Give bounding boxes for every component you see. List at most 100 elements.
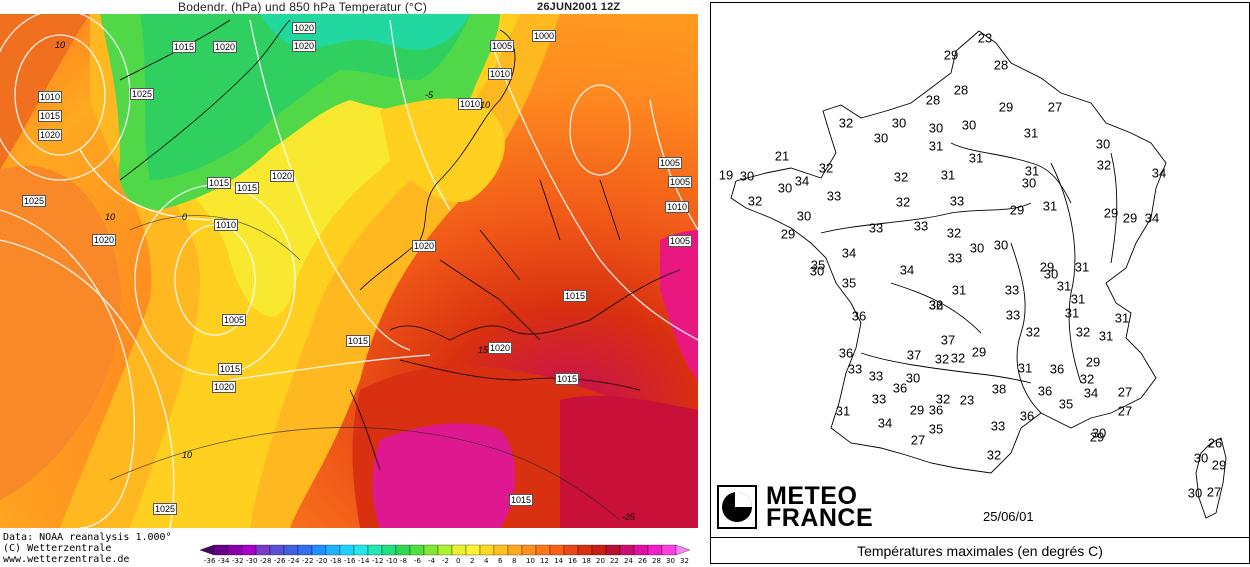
colorbar-swatch xyxy=(255,544,271,556)
station-temperature: 33 xyxy=(1005,307,1021,323)
isobar-label: 1015 xyxy=(235,182,260,194)
station-temperature: 30 xyxy=(1187,485,1203,501)
station-temperature: 32 xyxy=(1079,371,1095,387)
colorbar-swatch xyxy=(675,544,691,556)
isotherm-label: 10 xyxy=(105,212,116,222)
station-temperature: 30 xyxy=(777,180,793,196)
station-temperature: 31 xyxy=(1114,310,1130,326)
colorbar-tick-label: 6 xyxy=(498,557,503,565)
isobar-label: 1010 xyxy=(665,201,690,213)
station-temperature: 31 xyxy=(928,138,944,154)
isobar-label: 1015 xyxy=(218,363,243,375)
isotherm-label: -5 xyxy=(425,90,434,100)
station-temperature: 33 xyxy=(949,193,965,209)
colorbar-swatch xyxy=(507,544,523,556)
station-temperature: 30 xyxy=(809,263,825,279)
meteo-france-wordmark: METEO FRANCE xyxy=(766,484,873,531)
station-temperature: 30 xyxy=(1043,266,1059,282)
station-temperature: 34 xyxy=(1083,385,1099,401)
colorbar-swatch xyxy=(577,544,593,556)
station-temperature: 33 xyxy=(947,250,963,266)
map-caption: Températures maximales (en degrés C) xyxy=(711,537,1249,564)
colorbar-swatch xyxy=(227,544,243,556)
station-temperature: 34 xyxy=(1151,165,1167,181)
station-temperature: 34 xyxy=(841,245,857,261)
station-temperature: 26 xyxy=(1207,435,1223,451)
station-temperature: 30 xyxy=(1095,136,1111,152)
colorbar-swatch xyxy=(213,544,229,556)
station-temperature: 30 xyxy=(1021,175,1037,191)
isotherm-label: 10 xyxy=(480,100,491,110)
station-temperature: 33 xyxy=(826,188,842,204)
isobar-label: 1020 xyxy=(212,381,237,393)
isobar-label: 1005 xyxy=(658,157,683,169)
colorbar-tick-label: 24 xyxy=(624,557,633,565)
station-temperature: 31 xyxy=(1098,328,1114,344)
station-temperature: 32 xyxy=(950,350,966,366)
station-temperature: 36 xyxy=(838,345,854,361)
colorbar-swatch xyxy=(325,544,341,556)
station-temperature: 27 xyxy=(1206,484,1222,500)
station-temperature: 28 xyxy=(925,92,941,108)
station-temperature: 32 xyxy=(818,160,834,176)
station-temperature: 35 xyxy=(1058,396,1074,412)
colorbar-swatch xyxy=(241,544,257,556)
station-temperature: 32 xyxy=(1075,324,1091,340)
station-temperature: 30 xyxy=(873,130,889,146)
isobar-label: 1010 xyxy=(458,98,483,110)
colorbar-tick-label: -6 xyxy=(414,557,421,565)
colorbar-tick-label: 20 xyxy=(596,557,605,565)
station-temperature: 34 xyxy=(794,173,810,189)
isotherm-label: 10 xyxy=(182,450,193,460)
colorbar-tick-label: 0 xyxy=(456,557,461,565)
colorbar-swatch xyxy=(367,544,383,556)
colorbar-swatch xyxy=(409,544,425,556)
station-temperature: 21 xyxy=(774,148,790,164)
colorbar-swatch xyxy=(535,544,551,556)
colorbar-tick-label: 4 xyxy=(484,557,489,565)
station-temperature: 36 xyxy=(851,308,867,324)
colorbar-swatch xyxy=(591,544,607,556)
colorbar-swatch xyxy=(339,544,355,556)
colorbar-tick-label: 2 xyxy=(470,557,475,565)
station-temperature: 29 xyxy=(1211,457,1227,473)
footer-data-source: Data: NOAA reanalysis 1.000° xyxy=(3,532,172,543)
station-temperature: 33 xyxy=(871,391,887,407)
colorbar-swatch xyxy=(423,544,439,556)
station-temperature: 31 xyxy=(1017,360,1033,376)
isobar-label: 1005 xyxy=(222,314,247,326)
station-temperature: 30 xyxy=(993,237,1009,253)
france-temperature-map-panel: 23 29 28 28 28 29 27 32 30 30 30 30 31 31 30 32 31 21 32 19… xyxy=(710,2,1250,564)
station-temperature: 31 xyxy=(835,403,851,419)
meteo-france-logo xyxy=(717,485,757,529)
colorbar-tick-label: 28 xyxy=(652,557,661,565)
colorbar-swatch xyxy=(479,544,495,556)
station-temperature: 33 xyxy=(990,418,1006,434)
footer-copyright: (C) Wetterzentrale xyxy=(3,543,112,554)
station-temperature: 36 xyxy=(1037,383,1053,399)
station-temperature: 30 xyxy=(796,208,812,224)
isobar-label: 1015 xyxy=(509,494,534,506)
isobar-label: 1020 xyxy=(292,22,317,34)
station-temperature: 38 xyxy=(991,381,1007,397)
isobar-label: 1000 xyxy=(532,30,557,42)
station-temperature: 33 xyxy=(868,220,884,236)
colorbar-tick-label: 16 xyxy=(568,557,577,565)
station-temperature: 31 xyxy=(1042,198,1058,214)
colorbar-swatch xyxy=(395,544,411,556)
isobar-label: 1005 xyxy=(668,176,693,188)
station-temperature: 27 xyxy=(1117,384,1133,400)
colorbar-swatch xyxy=(521,544,537,556)
colorbar-tick-label: -32 xyxy=(232,557,244,565)
isobar-label: 1005 xyxy=(490,40,515,52)
colorbar-tick-label: -22 xyxy=(302,557,314,565)
station-temperature: 29 xyxy=(943,47,959,63)
colorbar-swatch xyxy=(297,544,313,556)
isobar-label: 1025 xyxy=(130,88,155,100)
station-temperature: 31 xyxy=(968,150,984,166)
isotherm-label: 0 xyxy=(182,212,188,222)
isobar-label: 1015 xyxy=(555,373,580,385)
station-temperature: 33 xyxy=(868,368,884,384)
isobar-label: 1020 xyxy=(38,129,63,141)
station-temperature: 37 xyxy=(940,332,956,348)
